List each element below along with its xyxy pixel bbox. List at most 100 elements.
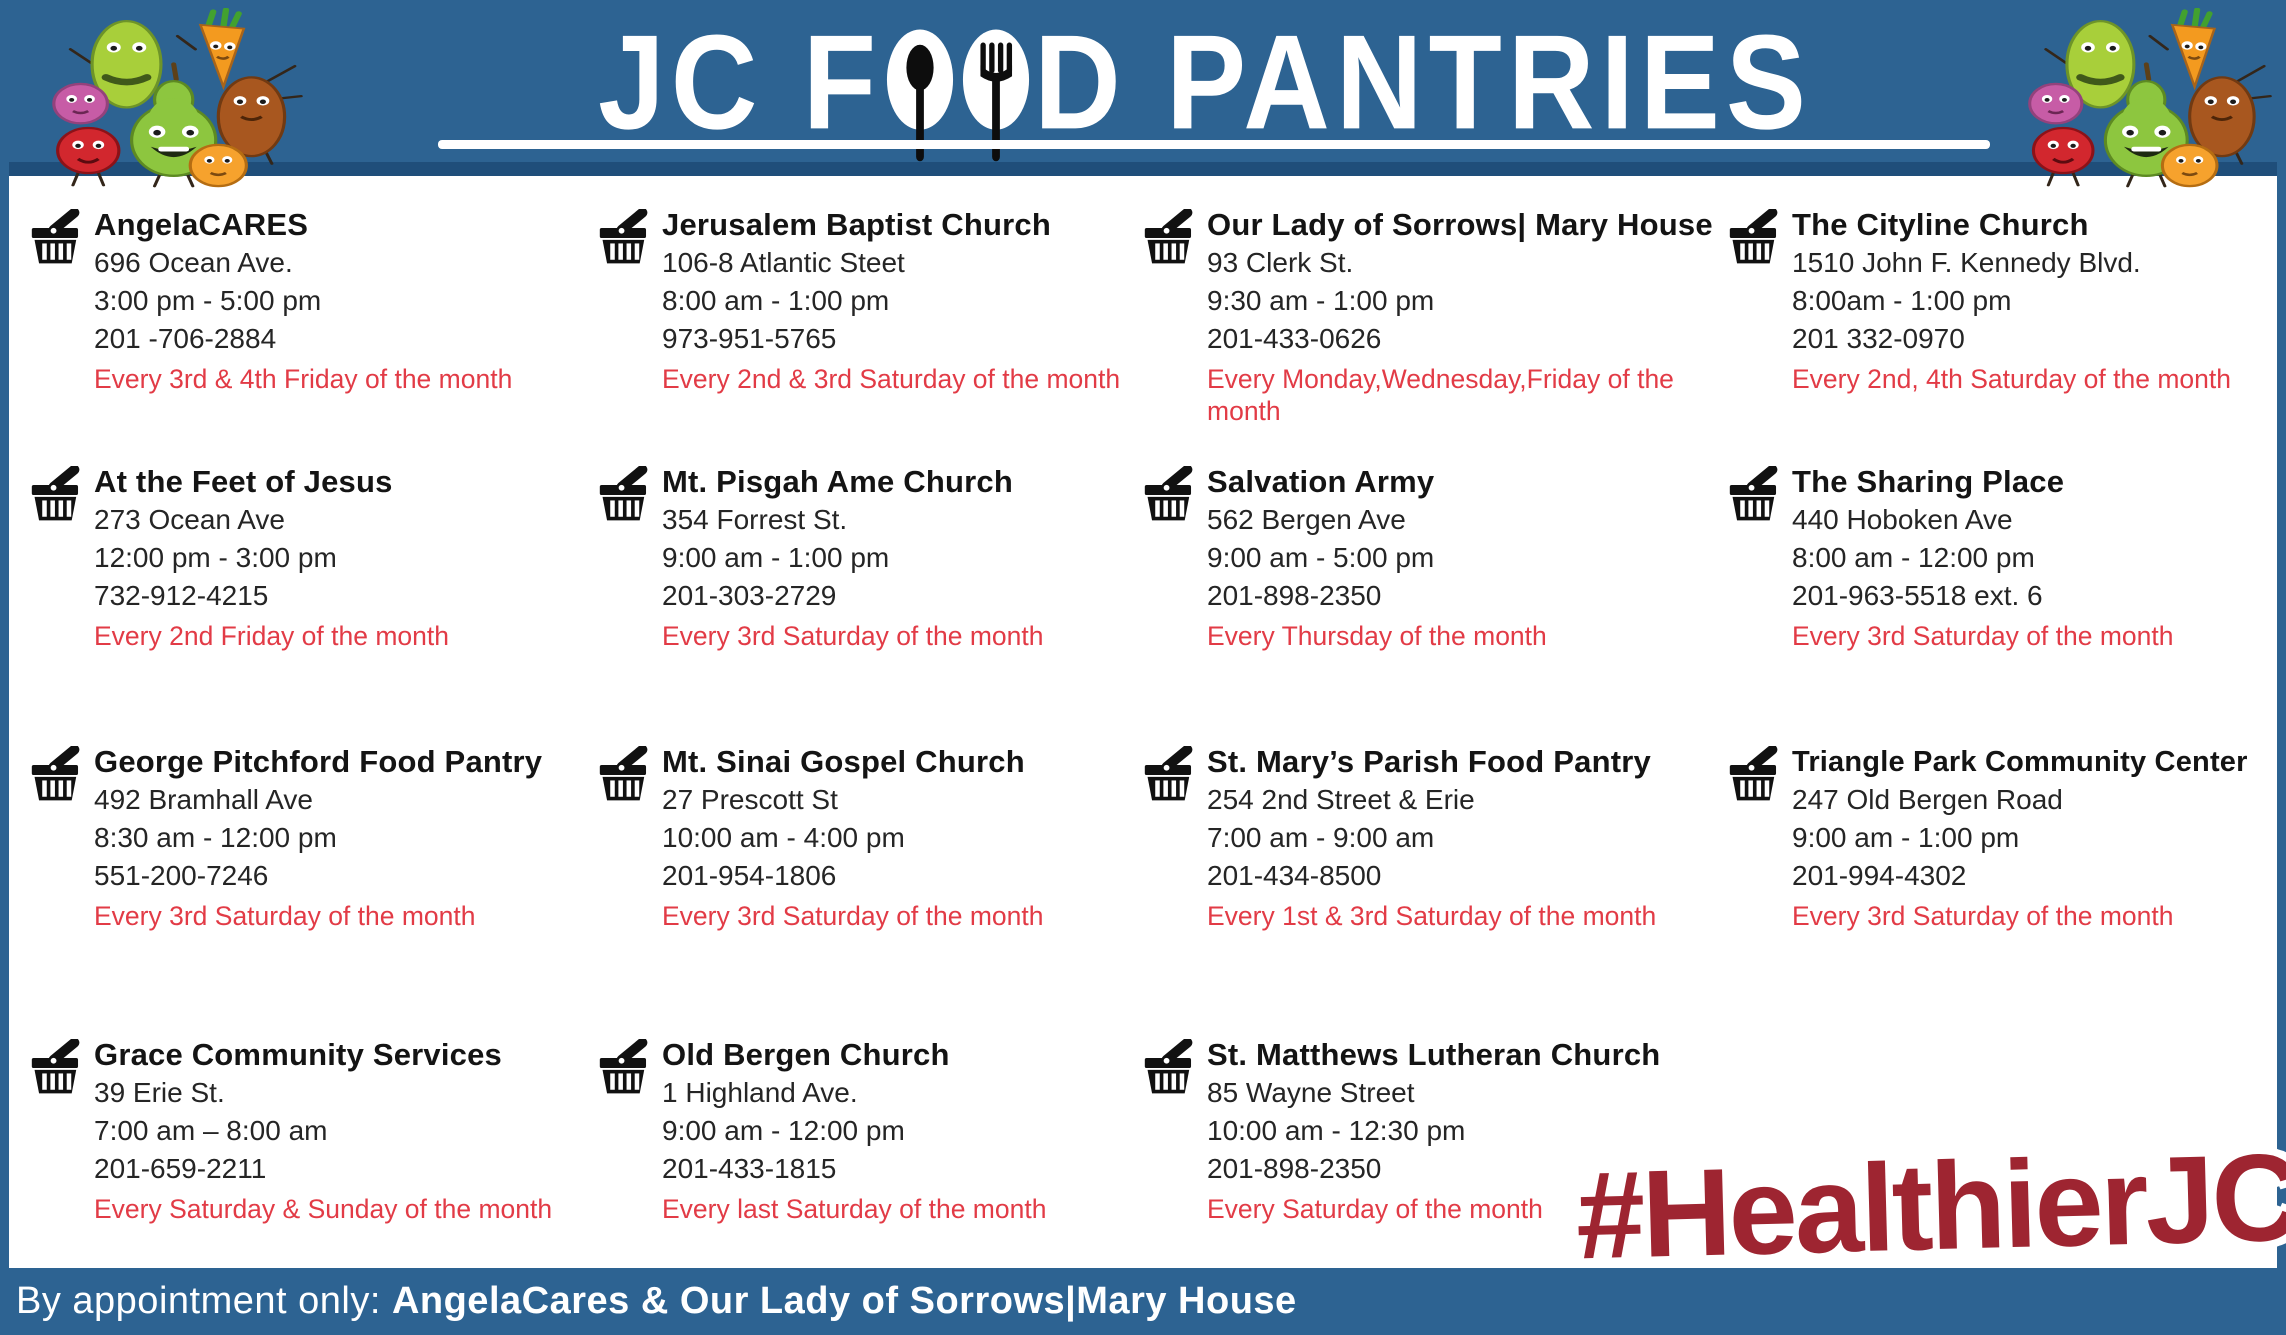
pantry-card: Salvation Army 562 Bergen Ave 9:00 am - …	[1143, 459, 1728, 739]
pantry-card: St. Mary’s Parish Food Pantry 254 2nd St…	[1143, 739, 1728, 1032]
footer-bar: By appointment only: AngelaCares & Our L…	[0, 1268, 2286, 1335]
pantry-hours: 7:00 am - 9:00 am	[1207, 822, 1435, 853]
title-text-prefix: JC F	[598, 7, 883, 158]
pantry-card: The Cityline Church 1510 John F. Kennedy…	[1728, 202, 2282, 459]
pantry-phone: 973-951-5765	[662, 323, 837, 354]
shopping-basket-icon	[1143, 746, 1201, 804]
pantry-name: The Sharing Place	[1792, 464, 2065, 499]
pantry-address: 106-8 Atlantic Steet	[662, 247, 905, 278]
pantry-schedule: Every 3rd Saturday of the month	[1792, 621, 2174, 651]
pantry-card: At the Feet of Jesus 273 Ocean Ave 12:00…	[30, 459, 598, 739]
pantry-schedule: Every last Saturday of the month	[662, 1194, 1047, 1224]
pantry-schedule: Every 2nd Friday of the month	[94, 621, 449, 651]
shopping-basket-icon	[1143, 209, 1201, 267]
pantry-name: Our Lady of Sorrows| Mary House	[1207, 207, 1713, 242]
pantry-address: 27 Prescott St	[662, 784, 838, 815]
pantry-hours: 9:00 am - 5:00 pm	[1207, 542, 1435, 573]
pantry-phone: 201-433-0626	[1207, 323, 1382, 354]
shopping-basket-icon	[1143, 466, 1201, 524]
shopping-basket-icon	[30, 1039, 88, 1097]
pantry-address: 85 Wayne Street	[1207, 1077, 1415, 1108]
pantry-card: AngelaCARES 696 Ocean Ave. 3:00 pm - 5:0…	[30, 202, 598, 459]
pantry-address: 492 Bramhall Ave	[94, 784, 313, 815]
pantry-address: 273 Ocean Ave	[94, 504, 285, 535]
pantry-name: Triangle Park Community Center	[1792, 746, 2248, 778]
pantry-phone: 201-433-1815	[662, 1153, 837, 1184]
shopping-basket-icon	[1143, 1039, 1201, 1097]
pantry-hours: 9:00 am - 1:00 pm	[662, 542, 890, 573]
pantry-name: Mt. Pisgah Ame Church	[662, 464, 1013, 499]
pantry-name: Old Bergen Church	[662, 1037, 950, 1072]
pantry-address: 440 Hoboken Ave	[1792, 504, 2013, 535]
pantry-address: 1510 John F. Kennedy Blvd.	[1792, 247, 2141, 278]
pantry-schedule: Every 3rd Saturday of the month	[1792, 901, 2174, 931]
pantry-name: The Cityline Church	[1792, 207, 2089, 242]
pantry-card: Triangle Park Community Center 247 Old B…	[1728, 739, 2282, 1032]
pantry-card: Grace Community Services 39 Erie St. 7:0…	[30, 1032, 598, 1225]
pantry-address: 39 Erie St.	[94, 1077, 225, 1108]
pantry-hours: 12:00 pm - 3:00 pm	[94, 542, 337, 573]
pantry-schedule: Every Saturday of the month	[1207, 1194, 1543, 1224]
pantry-card: George Pitchford Food Pantry 492 Bramhal…	[30, 739, 598, 1032]
pantry-phone: 201-659-2211	[94, 1153, 267, 1184]
shopping-basket-icon	[30, 746, 88, 804]
pantry-schedule: Every Monday,Wednesday,Friday of the mon…	[1207, 364, 1674, 426]
pantry-address: 254 2nd Street & Erie	[1207, 784, 1475, 815]
shopping-basket-icon	[598, 746, 656, 804]
pantry-hours: 10:00 am - 12:30 pm	[1207, 1115, 1466, 1146]
pantry-phone: 201-898-2350	[1207, 1153, 1382, 1184]
pantry-hours: 8:00am - 1:00 pm	[1792, 285, 2012, 316]
left-border-stripe	[0, 0, 9, 1335]
footer-appointment-note: By appointment only:	[16, 1280, 392, 1322]
pantry-name: George Pitchford Food Pantry	[94, 744, 543, 779]
pantry-schedule: Every Thursday of the month	[1207, 621, 1547, 651]
pantry-address: 93 Clerk St.	[1207, 247, 1354, 278]
pantry-hours: 9:00 am - 12:00 pm	[662, 1115, 905, 1146]
pantry-address: 354 Forrest St.	[662, 504, 848, 535]
pantry-hours: 9:00 am - 1:00 pm	[1792, 822, 2020, 853]
shopping-basket-icon	[598, 466, 656, 524]
pantry-phone: 201-994-4302	[1792, 860, 1967, 891]
pantry-name: St. Matthews Lutheran Church	[1207, 1037, 1661, 1072]
fork-icon	[963, 29, 1030, 162]
healthierjc-hashtag: #HealthierJC	[1574, 1128, 2286, 1286]
shopping-basket-icon	[598, 209, 656, 267]
pantry-schedule: Every 3rd Saturday of the month	[94, 901, 476, 931]
pantry-card: Mt. Pisgah Ame Church 354 Forrest St. 9:…	[598, 459, 1143, 739]
pantry-address: 562 Bergen Ave	[1207, 504, 1406, 535]
pantry-name: Mt. Sinai Gospel Church	[662, 744, 1025, 779]
pantry-grid: AngelaCARES 696 Ocean Ave. 3:00 pm - 5:0…	[30, 202, 2282, 1225]
pantry-card: St. Matthews Lutheran Church 85 Wayne St…	[1143, 1032, 1728, 1225]
pantry-schedule: Every 3rd Saturday of the month	[662, 621, 1044, 651]
shopping-basket-icon	[30, 209, 88, 267]
pantry-address: 1 Highland Ave.	[662, 1077, 858, 1108]
pantry-schedule: Every 2nd, 4th Saturday of the month	[1792, 364, 2231, 394]
pantry-phone: 201 -706-2884	[94, 323, 277, 354]
title-underline	[438, 140, 1990, 149]
pantry-phone: 201-963-5518 ext. 6	[1792, 580, 2043, 611]
right-border-stripe	[2277, 0, 2286, 1335]
shopping-basket-icon	[1728, 746, 1786, 804]
pantry-phone: 201-434-8500	[1207, 860, 1382, 891]
pantry-address: 696 Ocean Ave.	[94, 247, 293, 278]
pantry-hours: 7:00 am – 8:00 am	[94, 1115, 328, 1146]
title-text-suffix: D PANTRIES	[1034, 7, 1812, 158]
pantry-name: At the Feet of Jesus	[94, 464, 393, 499]
pantry-hours: 9:30 am - 1:00 pm	[1207, 285, 1435, 316]
pantry-card: Our Lady of Sorrows| Mary House 93 Clerk…	[1143, 202, 1728, 459]
pantry-name: Grace Community Services	[94, 1037, 502, 1072]
shopping-basket-icon	[1728, 209, 1786, 267]
pantry-card: Jerusalem Baptist Church 106-8 Atlantic …	[598, 202, 1143, 459]
pantry-phone: 201 332-0970	[1792, 323, 1965, 354]
pantry-phone: 732-912-4215	[94, 580, 269, 611]
pantry-card: Old Bergen Church 1 Highland Ave. 9:00 a…	[598, 1032, 1143, 1225]
shopping-basket-icon	[598, 1039, 656, 1097]
shopping-basket-icon	[1728, 466, 1786, 524]
pantry-phone: 551-200-7246	[94, 860, 269, 891]
pantry-phone: 201-898-2350	[1207, 580, 1382, 611]
footer-appointment-locations: AngelaCares & Our Lady of Sorrows|Mary H…	[391, 1280, 1297, 1322]
pantry-hours: 8:00 am - 12:00 pm	[1792, 542, 2035, 573]
pantry-name: St. Mary’s Parish Food Pantry	[1207, 744, 1651, 779]
pantry-card: The Sharing Place 440 Hoboken Ave 8:00 a…	[1728, 459, 2282, 739]
pantry-card: Mt. Sinai Gospel Church 27 Prescott St 1…	[598, 739, 1143, 1032]
